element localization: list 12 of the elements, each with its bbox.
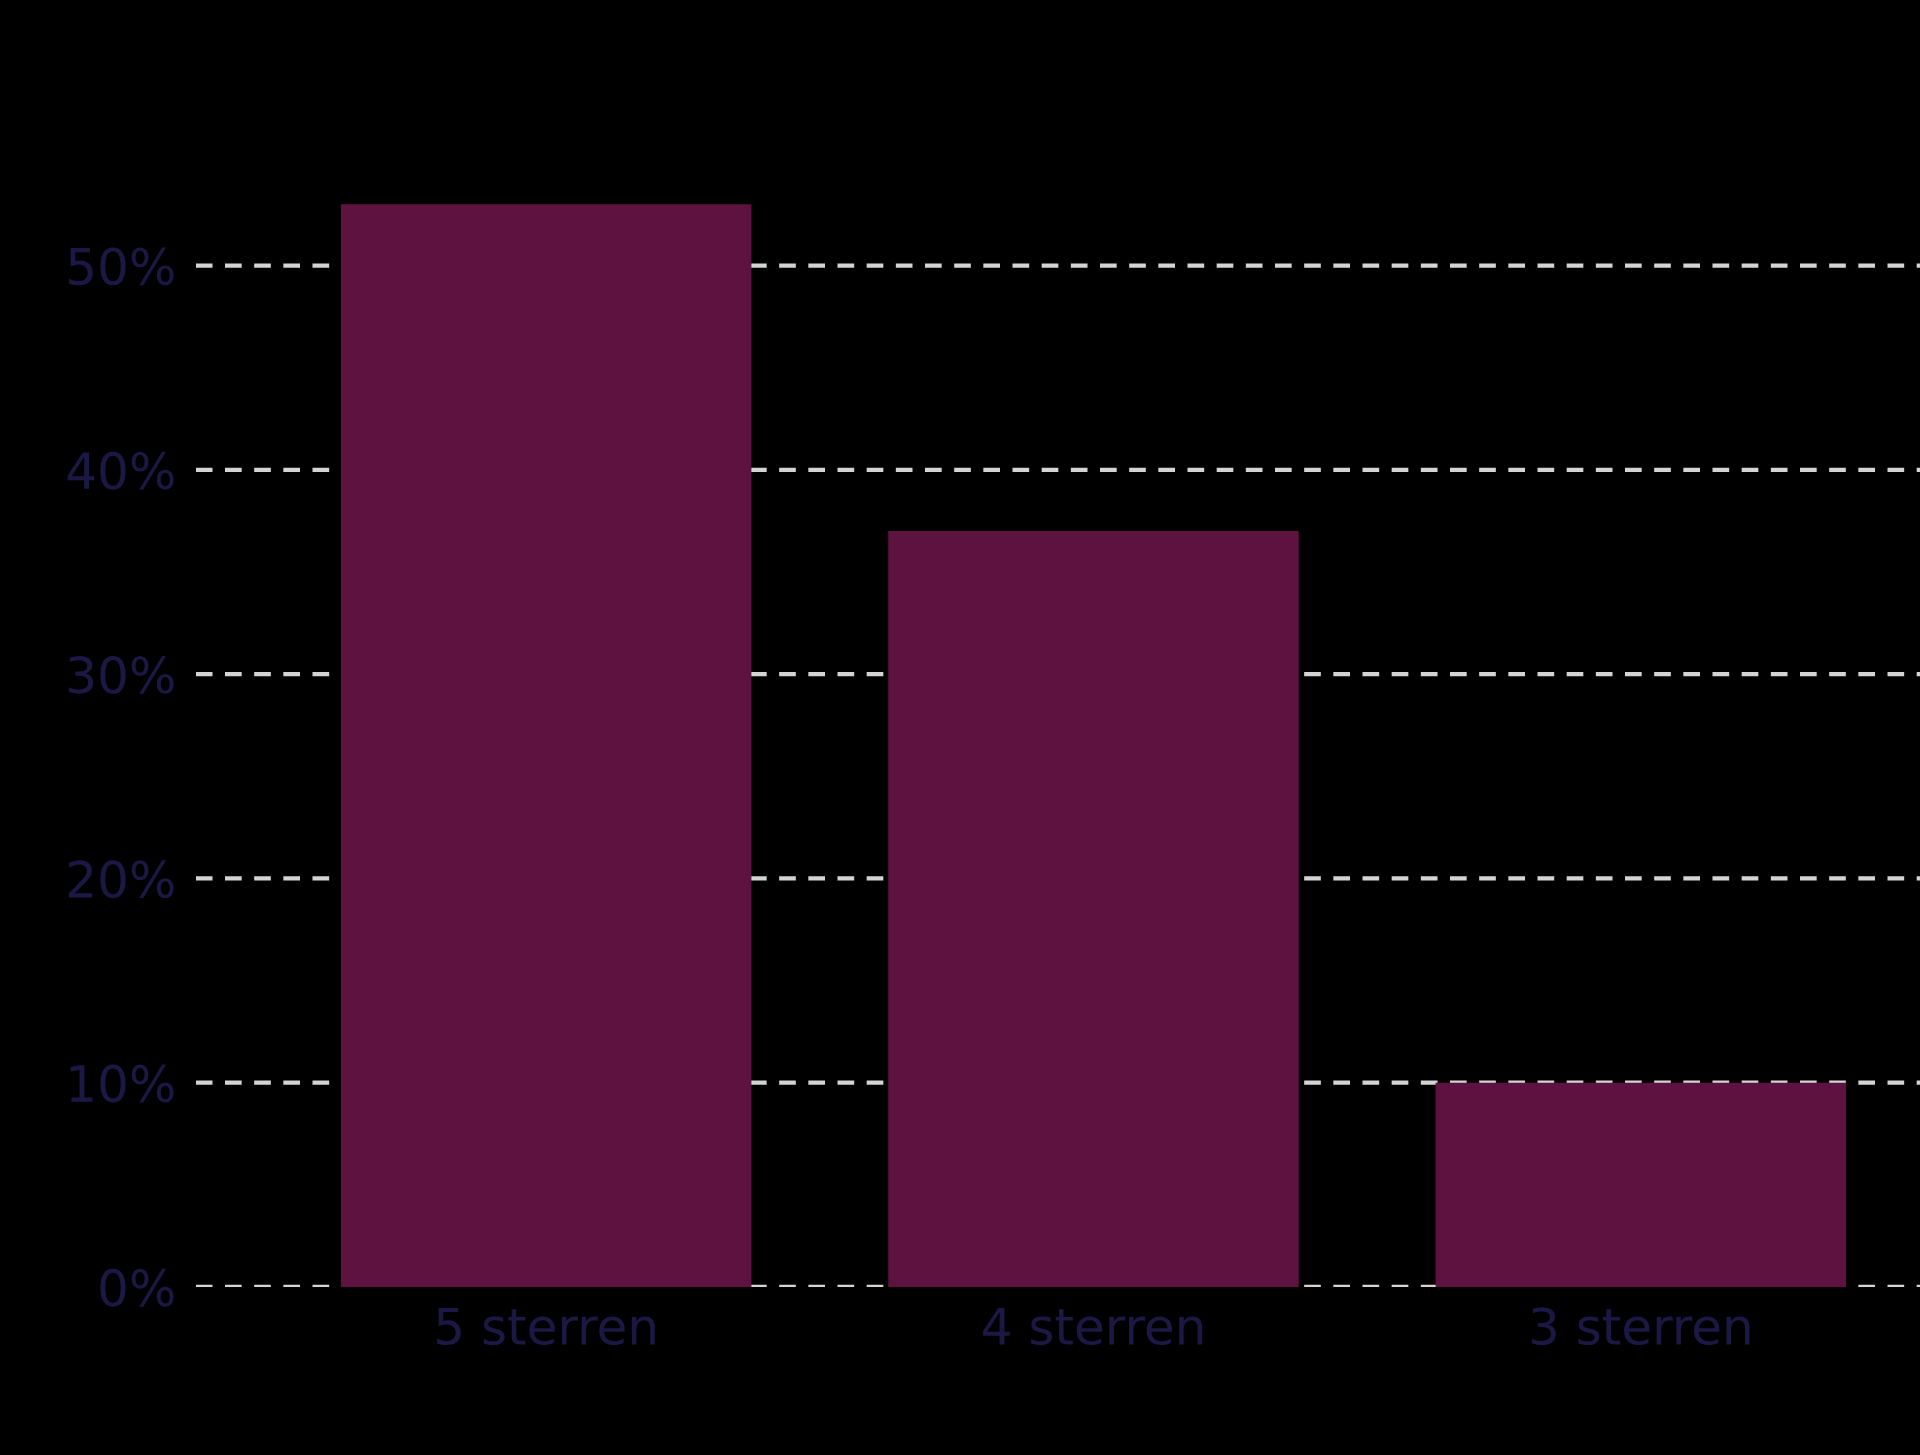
y-tick-label: 40% bbox=[67, 451, 174, 490]
y-tick-label: 50% bbox=[69, 247, 174, 286]
bar bbox=[888, 531, 1299, 1287]
x-tick-label: 3 sterren bbox=[1531, 1307, 1750, 1346]
bar bbox=[340, 204, 752, 1287]
bar bbox=[1435, 1082, 1847, 1287]
y-tick-label: 30% bbox=[69, 656, 174, 694]
x-tick-label: 4 sterren bbox=[983, 1307, 1203, 1346]
y-tick-label: 20% bbox=[68, 860, 174, 899]
x-tick-label: 5 sterren bbox=[437, 1307, 655, 1346]
y-tick-label: 0% bbox=[100, 1268, 174, 1307]
y-tick-label: 10% bbox=[70, 1064, 174, 1103]
